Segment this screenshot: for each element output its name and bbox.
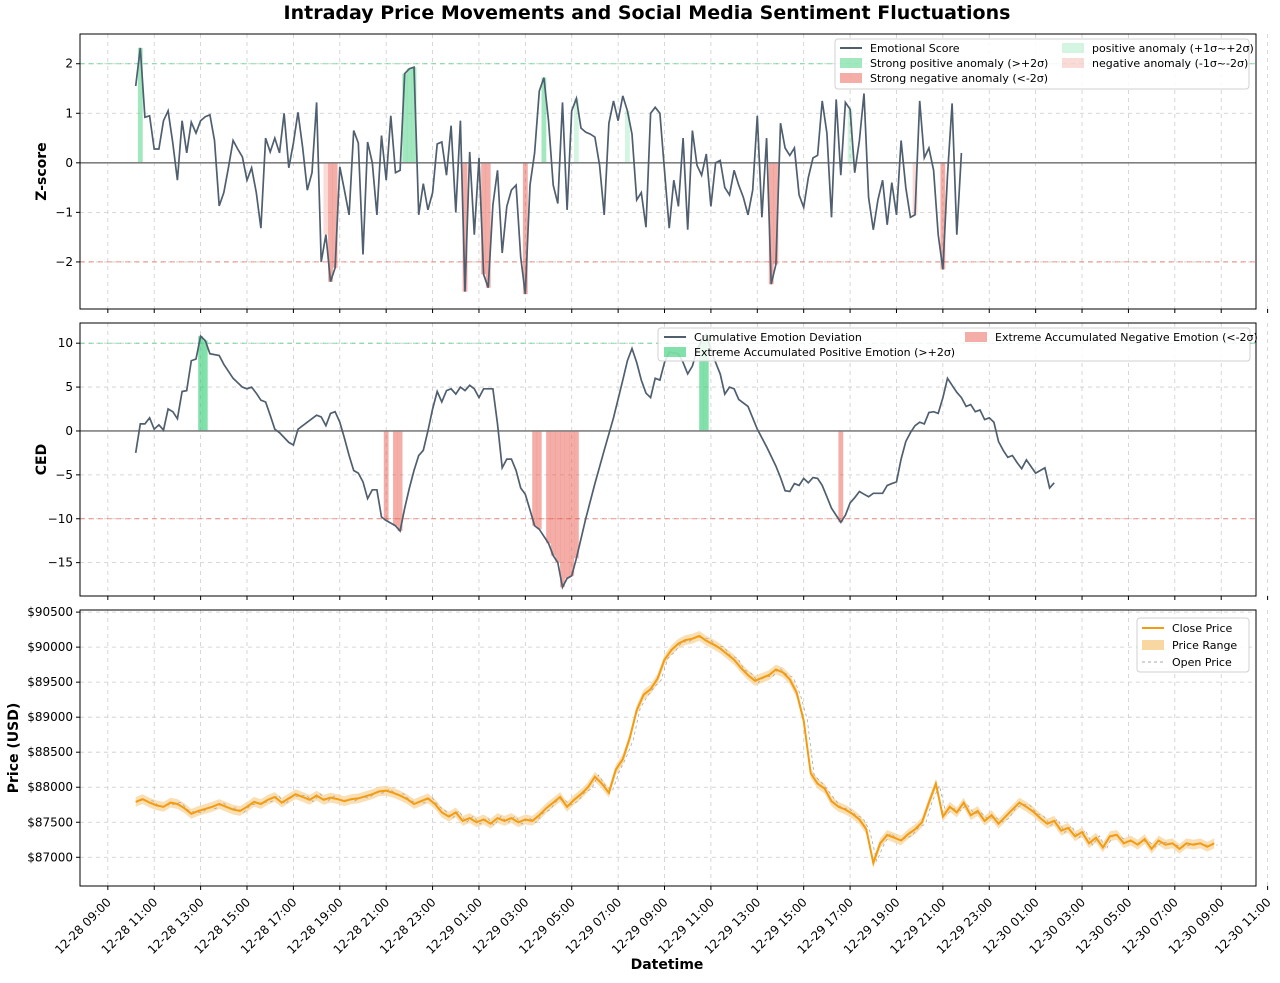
legend-swatch	[840, 73, 862, 83]
legend-label: Price Range	[1172, 639, 1237, 652]
y-tick-label: $88000	[27, 780, 73, 794]
legend-box	[657, 327, 1251, 362]
legend-label: Extreme Accumulated Negative Emotion (<-…	[995, 331, 1258, 344]
extreme-negative-band	[560, 430, 565, 588]
y-tick-label: $88500	[27, 745, 73, 759]
y-tick-label: −15	[48, 556, 73, 570]
strong-negative-anomaly	[522, 162, 528, 295]
extreme-negative-band	[564, 430, 570, 579]
panel-frame	[79, 322, 1257, 597]
legend-label: negative anomaly (-1σ~-2σ)	[1092, 57, 1248, 70]
y-tick-label: 5	[65, 380, 73, 394]
positive-anomaly	[624, 110, 630, 163]
y-axis-label: CED	[34, 444, 50, 475]
legend-label: Cumulative Emotion Deviation	[694, 331, 862, 344]
legend: Emotional Score Strong positive anomaly (…	[834, 38, 1254, 90]
y-tick-label: −1	[55, 205, 73, 219]
legend-swatch	[1142, 640, 1164, 650]
legend-label: positive anomaly (+1σ~+2σ)	[1092, 42, 1254, 55]
y-tick-label: −10	[48, 512, 73, 526]
y-tick-label: $87500	[27, 815, 73, 829]
strong-negative-anomaly	[332, 162, 338, 268]
legend: Close Price Price Range Open Price	[1136, 617, 1250, 673]
strong-positive-anomaly	[411, 67, 417, 163]
close-price-line	[135, 634, 1215, 867]
y-tick-label: 2	[65, 57, 73, 71]
y-tick-label: $90000	[27, 640, 73, 654]
strong-negative-anomaly	[773, 162, 779, 265]
legend-label: Extreme Accumulated Positive Emotion (>+…	[694, 346, 955, 359]
strong-positive-anomaly	[402, 73, 408, 163]
ced-line	[134, 332, 1055, 590]
extreme-negative-band	[546, 430, 551, 544]
legend-swatch	[664, 347, 686, 357]
extreme-negative-band	[838, 430, 844, 523]
open-price-line	[139, 636, 1218, 863]
strong-negative-anomaly	[462, 162, 468, 292]
y-axis-label: Price (USD)	[6, 703, 22, 794]
y-tick-label: −5	[55, 468, 73, 482]
extreme-negative-band	[569, 430, 575, 576]
y-tick-label: 10	[58, 336, 73, 350]
y-tick-label: $90500	[27, 605, 73, 619]
extreme-positive-band	[703, 334, 709, 431]
strong-negative-anomaly	[485, 162, 491, 288]
strong-positive-anomaly	[541, 77, 547, 163]
panel-frame	[79, 609, 1257, 887]
extreme-negative-band	[393, 430, 398, 526]
legend-box	[1136, 617, 1250, 673]
extreme-negative-band	[536, 430, 542, 530]
negative-anomaly	[323, 162, 329, 235]
y-tick-label: −2	[55, 255, 73, 269]
y-tick-label: 0	[65, 156, 73, 170]
extreme-negative-band	[383, 430, 389, 521]
positive-anomaly	[847, 109, 853, 163]
legend-box	[834, 38, 1250, 90]
extreme-negative-band	[550, 430, 556, 556]
y-tick-label: 1	[65, 106, 73, 120]
price-panel: $90500 $90000 $89500 $89000 $88500 $88000 $875…	[6, 605, 1269, 890]
extreme-positive-band	[699, 340, 705, 431]
legend: Cumulative Emotion Deviation Extreme Accu…	[657, 327, 1258, 362]
extreme-positive-band	[202, 340, 208, 431]
extreme-negative-band	[555, 430, 561, 563]
legend-label: Strong positive anomaly (>+2σ)	[870, 57, 1048, 70]
strong-negative-anomaly	[328, 162, 333, 282]
y-tick-label: $89000	[27, 710, 73, 724]
legend-label: Strong negative anomaly (<-2σ)	[870, 72, 1048, 85]
y-tick-label: 0	[65, 424, 73, 438]
legend-label: Emotional Score	[870, 42, 960, 55]
strong-negative-anomaly	[481, 162, 487, 275]
extreme-negative-band	[532, 430, 538, 526]
strong-negative-anomaly	[940, 162, 946, 270]
legend-swatch	[1062, 58, 1084, 68]
price-range-band	[135, 631, 1215, 868]
positive-anomaly	[573, 98, 579, 163]
strong-negative-anomaly	[768, 162, 774, 285]
ced-panel: 10 5 0 −5 −10 −15 CED Cumulative Emotion Deviat…	[34, 322, 1269, 600]
panel-frame	[79, 33, 1257, 310]
extreme-negative-band	[397, 430, 403, 532]
legend-swatch	[840, 58, 862, 68]
y-tick-label: $87000	[27, 850, 73, 864]
extreme-positive-band	[198, 336, 204, 431]
zscore-panel: −2 −1 0 1 2 Z-score Emotional Score Strong posi…	[34, 33, 1269, 313]
emotional-score-line	[134, 47, 963, 295]
strong-positive-anomaly	[137, 47, 143, 163]
negative-anomaly	[912, 162, 918, 215]
x-axis-label: Datetime	[631, 957, 704, 973]
strong-positive-anomaly	[406, 68, 412, 163]
y-tick-label: $89500	[27, 675, 73, 689]
chart-title: Intraday Price Movements and Social Medi…	[284, 2, 1011, 24]
legend-label: Open Price	[1172, 656, 1232, 669]
extreme-negative-band	[573, 430, 579, 559]
y-axis-label: Z-score	[34, 142, 50, 200]
legend-swatch	[965, 332, 987, 342]
legend-label: Close Price	[1172, 622, 1233, 635]
legend-swatch	[1062, 43, 1084, 53]
